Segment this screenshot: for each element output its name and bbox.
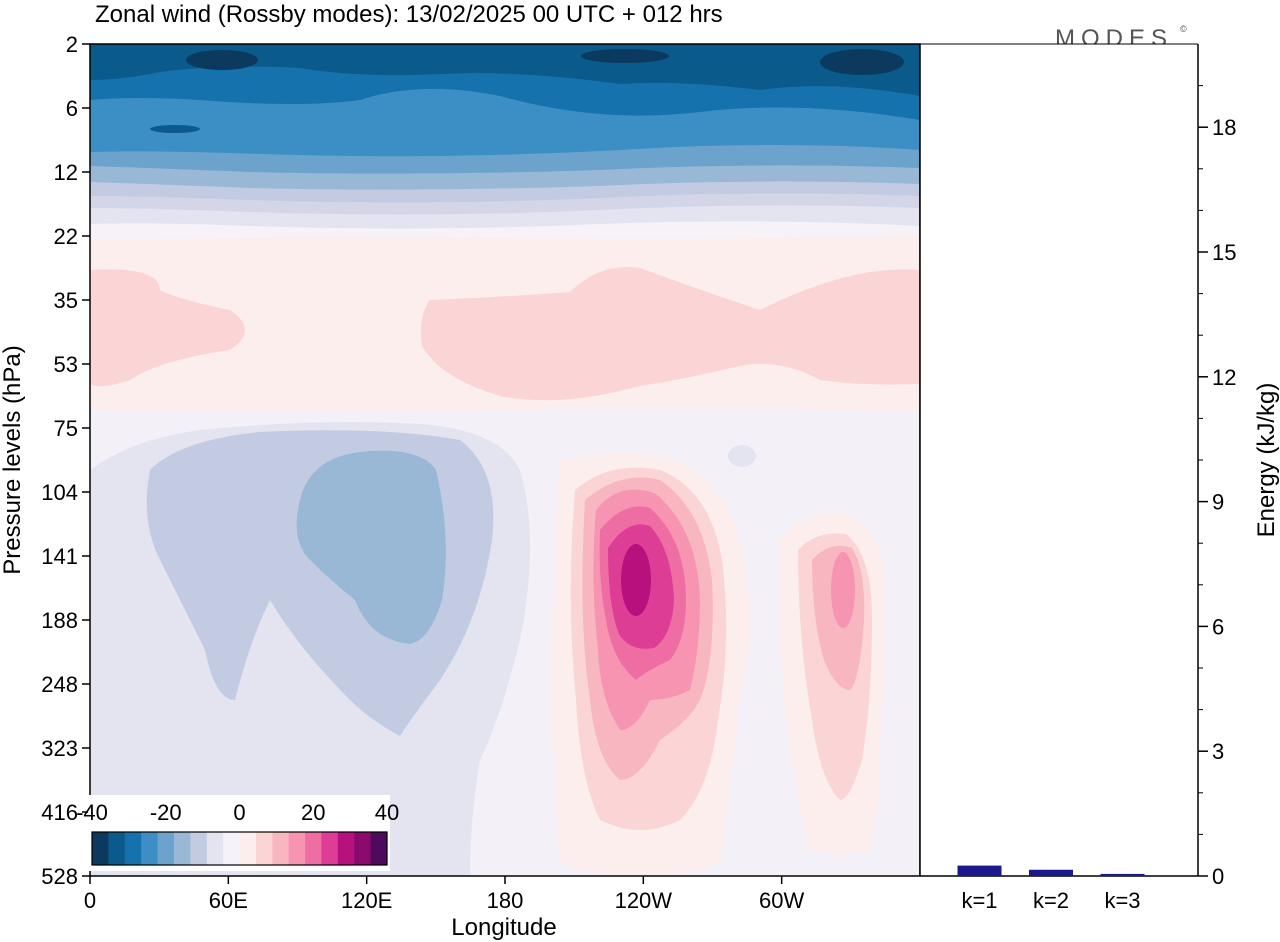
colorbar-cell <box>272 832 290 865</box>
chart-title: Zonal wind (Rossby modes): 13/02/2025 00… <box>95 1 723 28</box>
positive-jet-2 <box>778 513 886 855</box>
colorbar-cell <box>255 832 273 865</box>
y-tick-label: 53 <box>54 352 78 377</box>
energy-tick-label: 18 <box>1212 115 1236 140</box>
energy-bar <box>957 865 1002 876</box>
energy-tick-label: 9 <box>1212 490 1224 515</box>
colorbar-label: 40 <box>375 800 399 825</box>
y-tick-label: 35 <box>54 288 78 313</box>
energy-tick-label: 6 <box>1212 614 1224 639</box>
x-tick-label: 0 <box>84 888 96 913</box>
x-tick-label: 180 <box>487 888 524 913</box>
longitude-axis: 0 60E 120E 180 120W 60W <box>84 876 805 913</box>
colorbar-cell <box>157 832 175 865</box>
colorbar-cell <box>124 832 142 865</box>
blob-dark-streak <box>150 125 200 133</box>
upper-bands <box>90 44 920 244</box>
y-tick-label: 141 <box>41 544 78 569</box>
y-axis-label: Pressure levels (hPa) <box>0 345 26 574</box>
colorbar-label: 20 <box>301 800 325 825</box>
y-tick-label: 188 <box>41 608 78 633</box>
colorbar-cell <box>239 832 257 865</box>
colorbar-cell <box>288 832 306 865</box>
y-tick-label: 323 <box>41 736 78 761</box>
energy-bar <box>1029 869 1073 876</box>
y-tick-label: 2 <box>66 32 78 57</box>
pink-band <box>90 236 920 412</box>
colorbar-cell <box>354 832 372 865</box>
energy-tick-label: 0 <box>1212 864 1224 889</box>
x-tick-label: 120E <box>341 888 392 913</box>
x-axis-label: Longitude <box>451 914 556 941</box>
blob-darkest-2 <box>581 49 669 63</box>
energy-tick-label: 15 <box>1212 240 1236 265</box>
colorbar-cell <box>108 832 126 865</box>
colorbar-labels: -40 -20 0 20 40 <box>76 800 399 825</box>
colorbar-cell <box>173 832 191 865</box>
positive-jet-1 <box>551 453 750 876</box>
blob-darkest-3 <box>820 49 904 75</box>
x-tick-label: 120W <box>615 888 673 913</box>
colorbar-cell <box>370 832 388 865</box>
colorbar-cell <box>206 832 224 865</box>
mode-label: k=3 <box>1104 888 1140 913</box>
band-dark-blue <box>90 44 920 96</box>
y-tick-label: 75 <box>54 416 78 441</box>
mode-label: k=1 <box>961 888 997 913</box>
colorbar-cell <box>141 832 159 865</box>
energy-axis-label: Energy (kJ/kg) <box>1253 383 1280 538</box>
y-tick-label: 104 <box>41 480 78 505</box>
colorbar-label: -40 <box>76 800 108 825</box>
energy-axis: 0 3 6 9 12 15 18 <box>1198 85 1236 889</box>
mode-label: k=2 <box>1033 888 1069 913</box>
x-tick-label: 60W <box>759 888 804 913</box>
y-tick-label: 248 <box>41 672 78 697</box>
y-tick-label: 6 <box>66 96 78 121</box>
energy-bars <box>957 865 1145 876</box>
energy-tick-label: 12 <box>1212 365 1236 390</box>
y-tick-label: 12 <box>54 160 78 185</box>
colorbar-cell <box>92 832 109 865</box>
colorbar-cell <box>321 832 339 865</box>
colorbar-cell <box>190 832 208 865</box>
y-tick-label: 528 <box>41 864 78 889</box>
colorbar-label: -20 <box>150 800 182 825</box>
energy-panel: 0 3 6 9 12 15 18 k=1 k=2 k=3 <box>919 43 1236 913</box>
colorbar: -40 -20 0 20 40 <box>76 795 399 871</box>
energy-plot-area <box>920 44 1198 876</box>
colorbar-cell <box>223 832 240 865</box>
energy-bar <box>1100 873 1145 876</box>
colorbar-frame <box>91 831 388 866</box>
y-tick-label: 22 <box>54 224 78 249</box>
y-tick-label: 416 <box>41 800 78 825</box>
pressure-axis: 2 6 12 22 35 53 75 104 141 188 248 323 416 528 <box>41 32 90 889</box>
blob-darkest-1 <box>186 50 258 70</box>
mode-axis: k=1 k=2 k=3 <box>961 888 1140 913</box>
contour-panel <box>90 44 920 876</box>
x-tick-label: 60E <box>209 888 248 913</box>
logo-mark: © <box>1180 24 1187 34</box>
negative-region <box>90 422 756 876</box>
colorbar-label: 0 <box>233 800 245 825</box>
colorbar-cells <box>92 832 388 865</box>
colorbar-cell <box>337 832 355 865</box>
colorbar-cell <box>305 832 322 865</box>
energy-tick-label: 3 <box>1212 739 1224 764</box>
